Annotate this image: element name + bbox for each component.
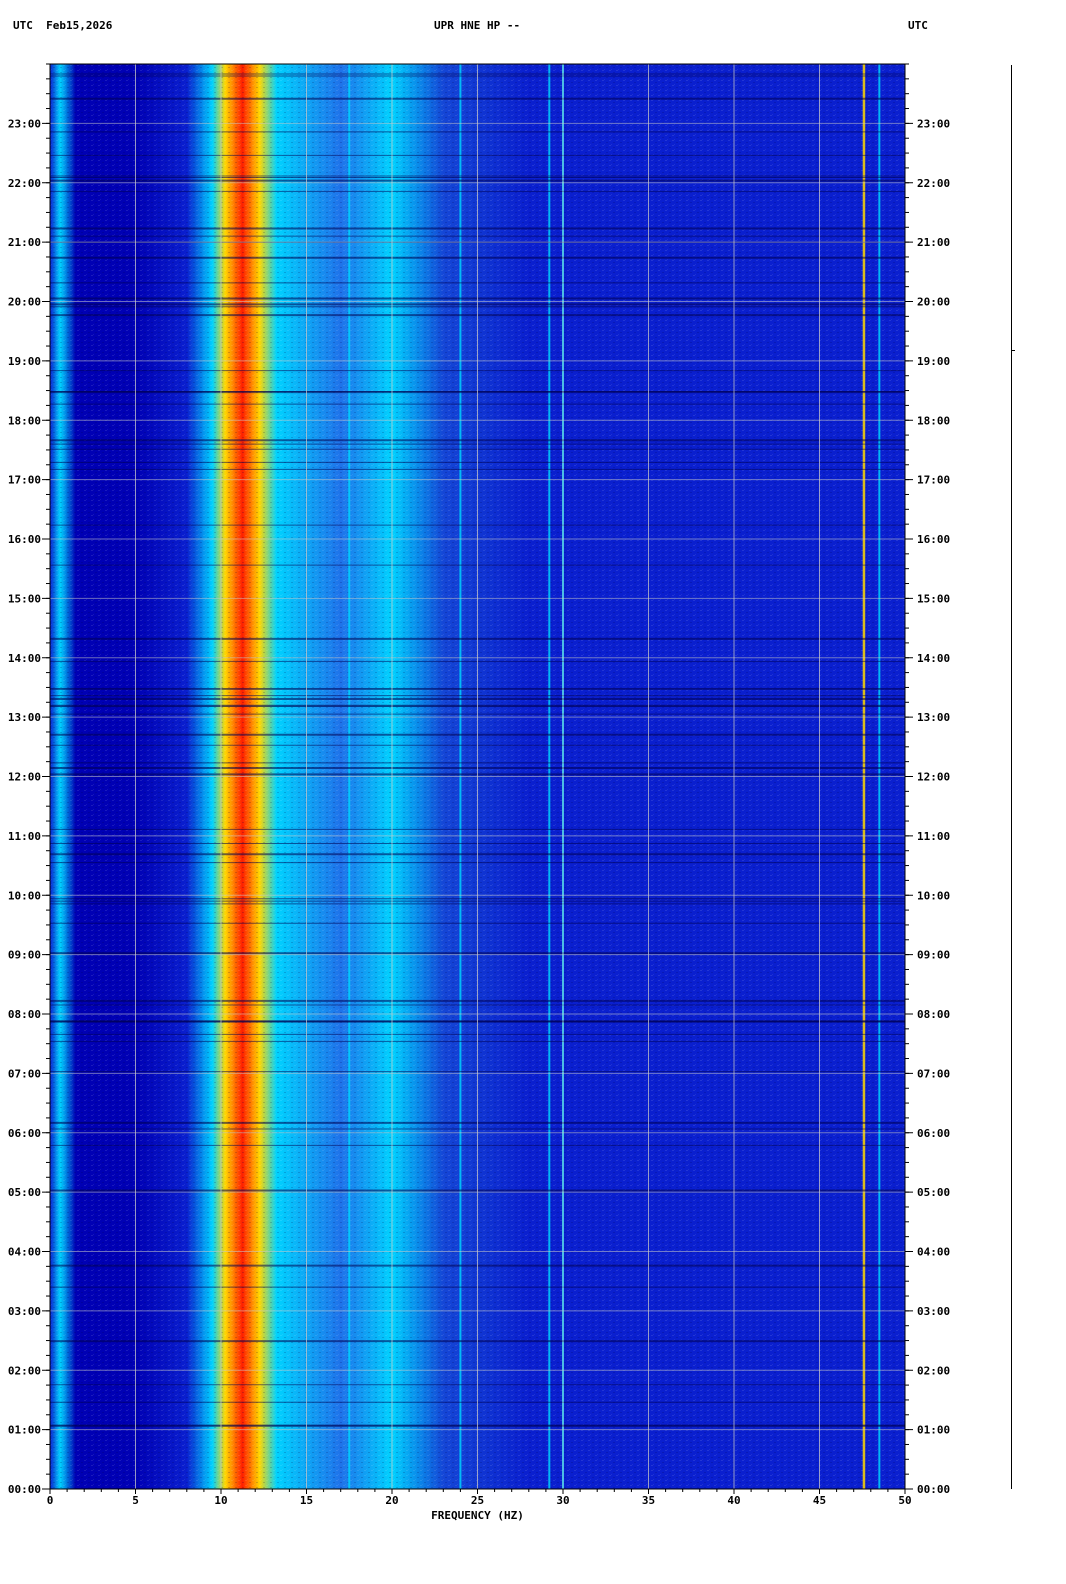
y-tick-label-left: 10:00 <box>8 889 41 902</box>
y-tick-label-right: 04:00 <box>917 1246 950 1259</box>
y-tick-label-left: 11:00 <box>8 830 41 843</box>
axes-layer: 0 5 10 15 20 25 30 35 40 45 50 FREQUENCY (HZ) 00:00 0… <box>8 63 950 1522</box>
y-tick-label-right: 03:00 <box>917 1305 950 1318</box>
y-tick-label-right: 12:00 <box>917 771 950 784</box>
y-tick-label-left: 23:00 <box>8 117 41 130</box>
y-tick-label-left: 22:00 <box>8 177 41 190</box>
x-tick-label: 35 <box>642 1494 655 1507</box>
x-tick-label: 0 <box>47 1494 54 1507</box>
y-tick-label-left: 15:00 <box>8 592 41 605</box>
x-tick-label: 15 <box>300 1494 313 1507</box>
y-tick-label-left: 06:00 <box>8 1127 41 1140</box>
y-tick-label-right: 23:00 <box>917 117 950 130</box>
y-tick-label-right: 17:00 <box>917 474 950 487</box>
station-title: UPR HNE HP -- <box>434 19 521 32</box>
y-tick-label-left: 05:00 <box>8 1186 41 1199</box>
y-tick-label-right: 09:00 <box>917 949 950 962</box>
y-tick-label-right: 19:00 <box>917 355 950 368</box>
y-tick-label-left: 19:00 <box>8 355 41 368</box>
y-tick-label-left: 08:00 <box>8 1008 41 1021</box>
y-tick-label-left: 12:00 <box>8 771 41 784</box>
y-tick-label-right: 08:00 <box>917 1008 950 1021</box>
x-tick-label: 45 <box>813 1494 826 1507</box>
y-tick-label-left: 03:00 <box>8 1305 41 1318</box>
y-tick-label-left: 04:00 <box>8 1246 41 1259</box>
y-tick-label-right: 02:00 <box>917 1364 950 1377</box>
grid-layer <box>50 64 905 1489</box>
y-tick-label-right: 13:00 <box>917 711 950 724</box>
y-tick-label-left: 07:00 <box>8 1067 41 1080</box>
y-tick-label-left: 14:00 <box>8 652 41 665</box>
y-tick-label-right: 20:00 <box>917 296 950 309</box>
y-tick-label-left: 18:00 <box>8 414 41 427</box>
y-tick-label-left: 00:00 <box>8 1483 41 1496</box>
side-scale-tick <box>1011 350 1015 351</box>
y-tick-label-left: 13:00 <box>8 711 41 724</box>
y-tick-label-left: 01:00 <box>8 1424 41 1437</box>
y-tick-label-left: 17:00 <box>8 474 41 487</box>
header-left: UTC Feb15,2026 <box>13 19 112 32</box>
y-tick-label-right: 16:00 <box>917 533 950 546</box>
y-tick-label-right: 07:00 <box>917 1067 950 1080</box>
y-tick-label-right: 01:00 <box>917 1424 950 1437</box>
timezone-right: UTC <box>908 19 928 32</box>
x-tick-label: 40 <box>727 1494 740 1507</box>
y-tick-label-left: 02:00 <box>8 1364 41 1377</box>
timezone-left: UTC <box>13 19 33 32</box>
x-tick-label: 25 <box>471 1494 484 1507</box>
x-axis-label: FREQUENCY (HZ) <box>431 1509 524 1522</box>
y-tick-label-right: 14:00 <box>917 652 950 665</box>
y-tick-label-right: 10:00 <box>917 889 950 902</box>
y-tick-label-right: 22:00 <box>917 177 950 190</box>
y-tick-label-right: 00:00 <box>917 1483 950 1496</box>
y-tick-label-left: 16:00 <box>8 533 41 546</box>
date-label: Feb15,2026 <box>46 19 113 32</box>
y-tick-label-right: 21:00 <box>917 236 950 249</box>
y-tick-label-right: 06:00 <box>917 1127 950 1140</box>
y-tick-label-left: 21:00 <box>8 236 41 249</box>
side-scale-line <box>1011 65 1012 1489</box>
x-tick-label: 10 <box>214 1494 227 1507</box>
y-tick-label-left: 09:00 <box>8 949 41 962</box>
x-tick-label: 50 <box>898 1494 911 1507</box>
x-tick-label: 5 <box>132 1494 139 1507</box>
y-tick-label-left: 20:00 <box>8 296 41 309</box>
x-tick-label: 20 <box>385 1494 398 1507</box>
y-tick-label-right: 05:00 <box>917 1186 950 1199</box>
y-tick-label-right: 18:00 <box>917 414 950 427</box>
y-tick-label-right: 11:00 <box>917 830 950 843</box>
y-tick-label-right: 15:00 <box>917 592 950 605</box>
x-tick-label: 30 <box>556 1494 569 1507</box>
